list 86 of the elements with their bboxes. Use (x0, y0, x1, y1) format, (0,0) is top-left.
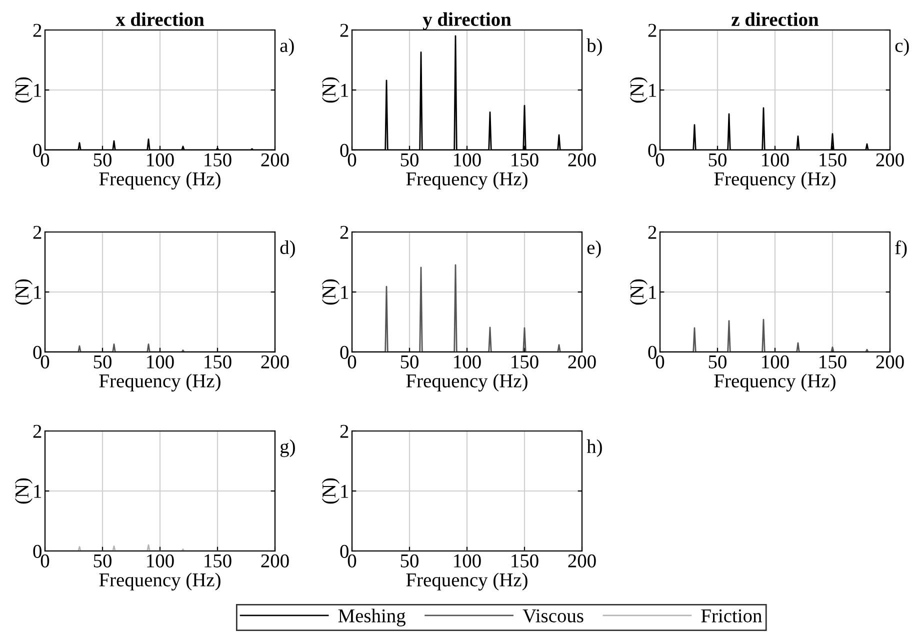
y-tick-label: 2 (33, 24, 42, 37)
y-tick-label: 0 (33, 346, 42, 359)
y-tick-label: 0 (33, 144, 42, 157)
y-tick-label: 0 (648, 144, 656, 157)
text: h) (586, 439, 602, 458)
y-axis-title: (N) (322, 279, 340, 305)
text: g) (280, 439, 295, 458)
y-tick-label: 2 (33, 424, 42, 438)
y-tick-label: 0 (648, 346, 656, 359)
x-axis-title: Frequency (Hz) (714, 374, 836, 392)
x-tick-label: 50 (708, 355, 726, 368)
x-axis-title: Frequency (Hz) (99, 374, 220, 392)
text: d) (280, 240, 295, 258)
x-tick-label: 100 (147, 355, 174, 368)
x-tick-label: 50 (400, 153, 418, 166)
y-tick-label: 1 (649, 84, 656, 97)
x-tick-label: 200 (568, 153, 596, 166)
x-tick-label: 150 (512, 355, 538, 368)
x-tick-label: 50 (94, 554, 112, 568)
x-tick-label: 100 (454, 554, 481, 568)
x-axis-title: Frequency (Hz) (99, 572, 220, 590)
y-tick-label: 1 (34, 286, 42, 299)
x-tick-label: 150 (204, 153, 232, 166)
x-tick-label: 100 (147, 153, 174, 166)
y-tick-label: 0 (33, 544, 42, 558)
x-tick-label: 50 (94, 153, 112, 166)
y-tick-label: 2 (340, 424, 348, 438)
y-tick-label: 1 (341, 286, 348, 299)
x-tick-label: 200 (261, 153, 289, 166)
y-tick-label: 2 (340, 24, 348, 37)
x-axis-title: Frequency (Hz) (406, 572, 528, 590)
text: b) (586, 38, 602, 56)
x-tick-label: 150 (204, 355, 232, 368)
y-axis-title: (N) (14, 478, 32, 504)
x-tick-label: 50 (708, 153, 726, 166)
x-axis-title: Frequency (Hz) (406, 374, 528, 392)
x-axis-title: Frequency (Hz) (714, 172, 836, 190)
x-tick-label: 150 (204, 554, 232, 568)
x-tick-label: 200 (568, 554, 596, 568)
x-tick-label: 200 (261, 554, 289, 568)
x-tick-label: 100 (147, 554, 174, 568)
y-tick-label: 1 (34, 84, 42, 97)
y-axis-title: (N) (14, 77, 32, 103)
y-axis-title: (N) (630, 279, 648, 305)
x-tick-label: 200 (876, 153, 904, 166)
y-tick-label: 2 (648, 226, 656, 239)
x-tick-label: 50 (400, 355, 418, 368)
text: a) (280, 38, 294, 56)
y-tick-label: 0 (340, 544, 348, 558)
chart-title: y direction (422, 12, 512, 30)
x-tick-label: 150 (820, 355, 846, 368)
y-axis-title: (N) (322, 77, 340, 103)
x-axis-title: Frequency (Hz) (406, 172, 528, 190)
chart-title: x direction (116, 12, 204, 26)
x-tick-label: 150 (512, 554, 538, 568)
y-axis-title: (N) (630, 77, 648, 103)
y-tick-label: 0 (340, 144, 348, 157)
y-tick-label: 0 (340, 346, 348, 359)
y-tick-label: 2 (648, 24, 656, 37)
x-tick-label: 150 (512, 153, 538, 166)
x-tick-label: 50 (400, 554, 418, 568)
y-tick-label: 1 (649, 286, 656, 299)
legend-label: Meshing (338, 608, 406, 626)
x-tick-label: 200 (261, 355, 289, 368)
x-tick-label: 150 (820, 153, 846, 166)
text: f) (895, 240, 907, 258)
y-axis-title: (N) (14, 279, 32, 305)
x-tick-label: 200 (568, 355, 596, 368)
legend-label: Friction (701, 609, 762, 622)
y-tick-label: 1 (34, 484, 42, 498)
legend-label: Viscous (522, 609, 584, 622)
x-axis-title: Frequency (Hz) (99, 172, 220, 190)
y-tick-label: 2 (340, 226, 348, 239)
x-tick-label: 100 (762, 153, 789, 166)
text: c) (895, 38, 909, 56)
chart-title: z direction (732, 12, 819, 26)
y-tick-label: 2 (33, 226, 42, 239)
y-axis-title: (N) (322, 478, 340, 504)
x-tick-label: 100 (454, 355, 481, 368)
x-tick-label: 100 (454, 153, 481, 166)
text: e) (587, 240, 601, 258)
y-tick-label: 1 (341, 84, 348, 97)
x-tick-label: 200 (876, 355, 904, 368)
x-tick-label: 100 (762, 355, 789, 368)
y-tick-label: 1 (341, 484, 348, 498)
x-tick-label: 50 (94, 355, 112, 368)
